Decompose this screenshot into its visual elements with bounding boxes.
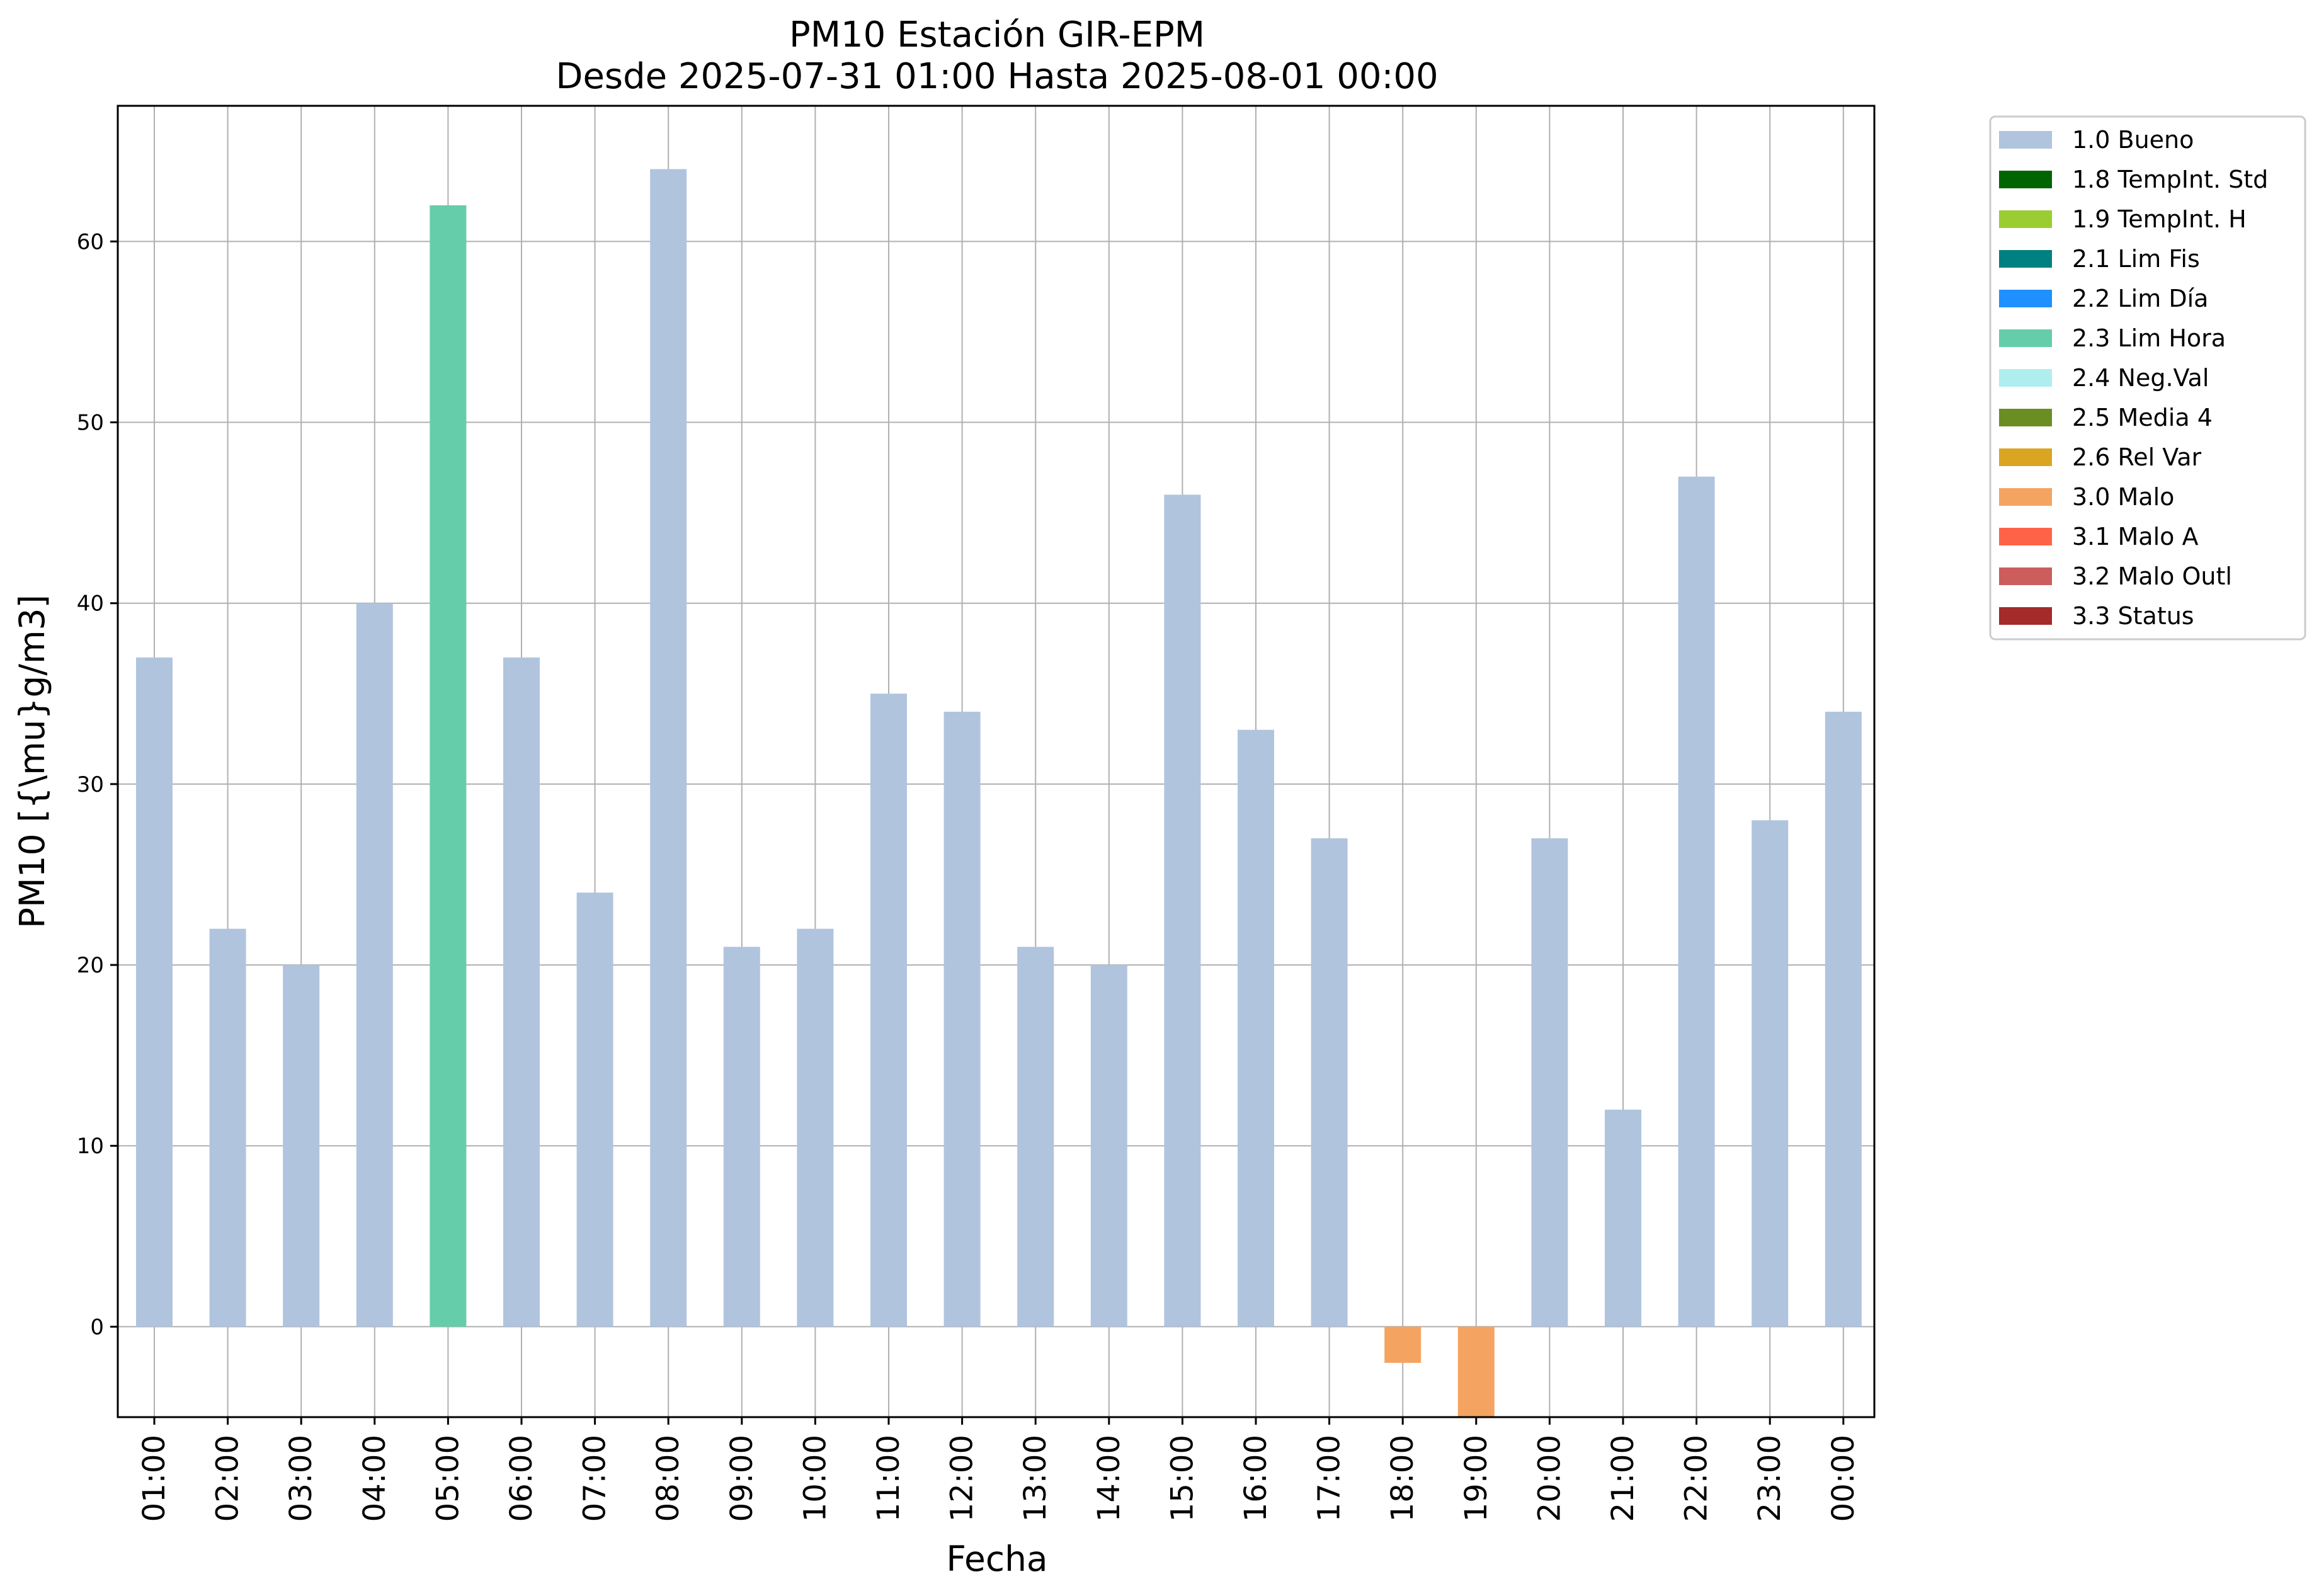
legend-frame [1989, 115, 2306, 641]
legend-label: 3.3 Status [2072, 602, 2194, 630]
x-tick-label: 04:00 [357, 1435, 392, 1522]
legend-swatch [1999, 369, 2052, 387]
x-tick-label: 00:00 [1826, 1435, 1861, 1522]
bar-0800 [650, 169, 687, 1327]
bar-2100 [1605, 1109, 1641, 1327]
legend-label: 2.1 Lim Fis [2072, 245, 2200, 273]
y-tick-label: 20 [77, 953, 104, 978]
bar-0600 [503, 657, 540, 1327]
bar-0400 [356, 603, 393, 1327]
plot-frame [117, 105, 1876, 1418]
bar-2000 [1531, 838, 1568, 1327]
bar-2300 [1752, 820, 1789, 1327]
x-tick-label: 21:00 [1605, 1435, 1641, 1522]
x-tick-label: 06:00 [504, 1435, 539, 1522]
x-tick-label: 07:00 [578, 1435, 613, 1522]
x-tick-label: 13:00 [1018, 1435, 1053, 1522]
legend-label: 3.1 Malo A [2072, 523, 2198, 550]
x-tick-label: 18:00 [1385, 1435, 1420, 1522]
y-tick-label: 50 [77, 411, 104, 436]
bar-1500 [1164, 494, 1201, 1327]
bar-2200 [1678, 476, 1715, 1327]
legend-swatch [1999, 171, 2052, 188]
y-tick-label: 0 [90, 1314, 104, 1340]
bar-0100 [136, 657, 173, 1327]
x-tick-label: 03:00 [283, 1435, 319, 1522]
y-axis-title: PM10 [{\mu}g/m3] [12, 595, 52, 928]
x-tick-label: 10:00 [797, 1435, 833, 1522]
x-tick-label: 01:00 [137, 1435, 172, 1522]
bar-1300 [1017, 947, 1054, 1327]
bar-0300 [283, 965, 320, 1327]
axis-ticks: 0 10 20 30 40 50 60 01:00 02:00 03:00 04:00 05:00 06… [77, 229, 1861, 1522]
bar-1900 [1457, 1326, 1495, 1417]
x-tick-label: 14:00 [1091, 1435, 1127, 1522]
legend-label: 2.2 Lim Día [2072, 285, 2208, 312]
legend-label: 2.4 Neg.Val [2072, 364, 2209, 392]
legend-label: 3.0 Malo [2072, 483, 2174, 511]
x-tick-label: 20:00 [1532, 1435, 1567, 1522]
bar-1700 [1311, 838, 1348, 1327]
bar-0000 [1825, 712, 1862, 1327]
bar-0700 [576, 892, 613, 1327]
x-tick-label: 16:00 [1238, 1435, 1273, 1522]
bar-1100 [870, 693, 907, 1327]
bar-0500 [430, 205, 467, 1327]
chart-title: PM10 Estación GIR-EPM [789, 14, 1205, 55]
x-tick-label: 15:00 [1165, 1435, 1200, 1522]
chart-subtitle: Desde 2025-07-31 01:00 Hasta 2025-08-01 … [556, 56, 1438, 97]
bar-1600 [1238, 729, 1274, 1327]
bar-0200 [209, 928, 246, 1327]
legend-swatch [1999, 290, 2052, 307]
legend-label: 3.2 Malo Outl [2072, 562, 2232, 590]
bar-1200 [943, 712, 981, 1327]
x-tick-label: 11:00 [871, 1435, 906, 1522]
legend-label: 1.0 Bueno [2072, 126, 2194, 154]
y-tick-label: 30 [77, 772, 104, 797]
x-tick-label: 09:00 [724, 1435, 760, 1522]
legend-swatch [1999, 329, 2052, 347]
legend-swatch [1999, 448, 2052, 466]
legend-label: 2.6 Rel Var [2072, 443, 2202, 471]
x-tick-label: 12:00 [945, 1435, 980, 1522]
legend-label: 1.8 TempInt. Std [2072, 166, 2268, 193]
legend-label: 2.5 Media 4 [2072, 404, 2213, 431]
legend-swatch [1999, 607, 2052, 625]
bar-1800 [1384, 1326, 1422, 1363]
legend-swatch [1999, 488, 2052, 506]
legend-swatch [1999, 131, 2052, 149]
x-tick-label: 05:00 [430, 1435, 465, 1522]
legend-swatch [1999, 528, 2052, 545]
legend-swatch [1999, 567, 2052, 585]
x-tick-label: 19:00 [1459, 1435, 1494, 1522]
x-tick-label: 22:00 [1679, 1435, 1714, 1522]
y-tick-label: 40 [77, 591, 104, 617]
x-tick-label: 02:00 [210, 1435, 246, 1522]
bar-1000 [797, 928, 834, 1327]
bar-1400 [1090, 965, 1127, 1327]
legend-swatch [1999, 409, 2052, 426]
y-tick-label: 60 [77, 229, 104, 254]
bar-0900 [723, 947, 760, 1327]
x-axis-title: Fecha [946, 1539, 1047, 1579]
legend-label: 2.3 Lim Hora [2072, 324, 2226, 352]
legend-swatch [1999, 250, 2052, 268]
legend-swatch [1999, 210, 2052, 228]
x-tick-label: 17:00 [1312, 1435, 1347, 1522]
y-tick-label: 10 [77, 1134, 104, 1159]
bars [136, 169, 1862, 1417]
legend: 1.0 Bueno 1.8 TempInt. Std 1.9 TempInt. H 2… [1989, 115, 2306, 641]
x-tick-label: 23:00 [1752, 1435, 1787, 1522]
legend-label: 1.9 TempInt. H [2072, 205, 2247, 233]
x-tick-label: 08:00 [651, 1435, 686, 1522]
